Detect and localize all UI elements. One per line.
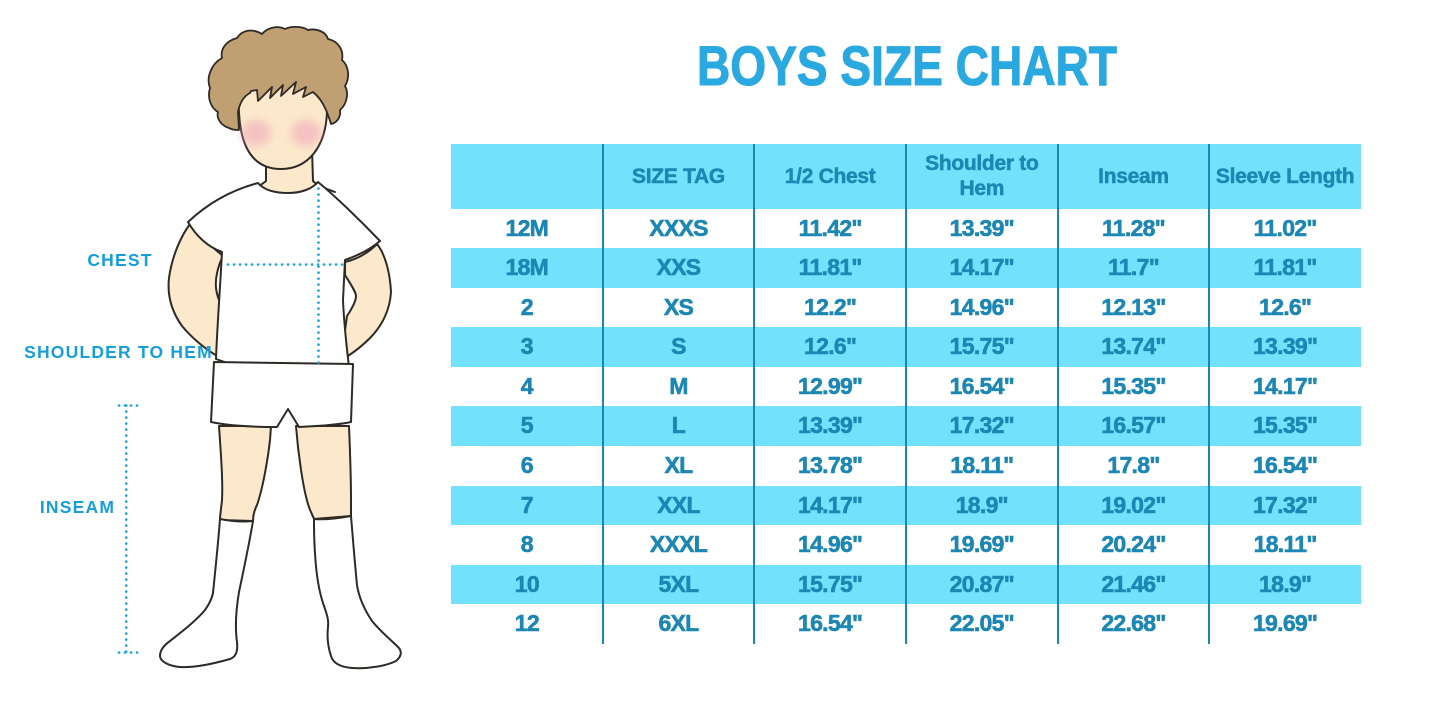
svg-text:CHEST: CHEST bbox=[87, 250, 152, 270]
svg-text:INSEAM: INSEAM bbox=[40, 497, 115, 517]
svg-text:SHOULDER TO HEM: SHOULDER TO HEM bbox=[24, 342, 213, 362]
